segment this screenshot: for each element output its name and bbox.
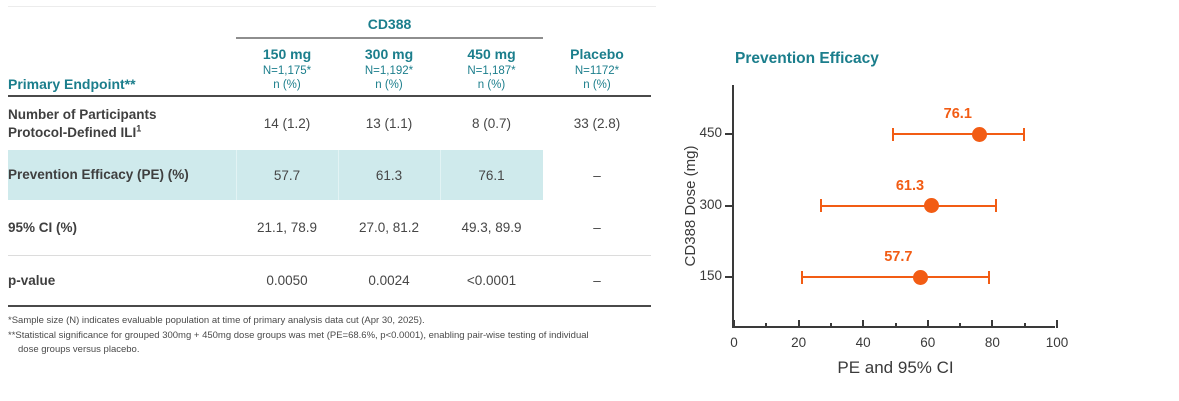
ci-cap-low [820,199,823,212]
ci-cap-high [987,270,990,284]
y-tick-label: 150 [699,268,722,283]
ci-cap-low [892,127,895,141]
forest-plot-panel: Prevention Efficacy CD388 Dose (mg) PE a… [660,8,1175,398]
pe-point [972,126,988,142]
x-minor-tick [829,323,832,328]
table-cell: 14 (1.2) [263,116,311,132]
x-tick [797,320,800,328]
ci-cap-high [995,199,998,212]
footnotes: *Sample size (N) indicates evaluable pop… [8,307,608,357]
x-tick-label: 80 [984,335,1000,350]
pe-value-label: 57.7 [884,249,913,265]
y-tick [725,204,733,207]
participants-label: Number of Participants Protocol-Defined … [8,106,157,140]
x-tick-label: 60 [920,335,936,350]
ci-cap-high [1023,127,1026,141]
row-label-ci: 95% CI (%) [8,219,78,235]
row-label-prevention-efficacy: Prevention Efficacy (PE) (%) [8,150,236,201]
dose-label: 150 mg [262,46,312,62]
table-cell: – [593,167,601,183]
x-tick-label: 20 [791,335,807,350]
sample-size: N=1,175* [262,64,312,77]
footnote-marker-1: 1 [136,123,142,134]
chart-title: Prevention Efficacy [735,50,879,67]
x-axis-title: PE and 95% CI [837,358,954,377]
pe-value-label: 76.1 [943,106,972,122]
dose-label: Placebo [570,46,624,62]
placebo-header-spacer [543,7,651,39]
x-tick-label: 100 [1045,335,1069,350]
row-label-participants: Number of Participants Protocol-Defined … [8,97,236,150]
x-minor-tick [1023,323,1026,328]
column-header-300mg: 300 mg N=1,192* n (%) [338,39,440,98]
table-cell: – [593,220,601,236]
sample-size: N=1,187* [467,64,516,77]
column-header-150mg: 150 mg N=1,175* n (%) [236,39,338,98]
dose-label: 300 mg [364,46,414,62]
unit-label: n (%) [583,78,611,91]
column-header-450mg: 450 mg N=1,187* n (%) [440,39,543,98]
x-minor-tick [894,323,897,328]
pe-value-label: 61.3 [895,177,925,194]
y-tick [725,276,733,278]
table-cell-highlight: 76.1 [440,150,543,201]
column-header-placebo: Placebo N=1172* n (%) [543,39,651,98]
unit-label: n (%) [477,78,506,91]
table-cell: 33 (2.8) [573,116,621,132]
table-cell: – [543,255,651,308]
x-minor-tick [959,323,962,328]
x-tick [862,320,865,328]
y-tick-label: 300 [699,196,722,212]
x-tick [926,320,929,328]
table-cell: 49.3, 89.9 [461,220,522,236]
x-minor-tick [765,323,768,328]
results-table-panel: CD388 Primary Endpoint** 150 mg N=1,175*… [8,6,656,357]
x-tick [733,320,735,328]
x-tick-label: 0 [730,335,738,350]
table-cell: <0.0001 [440,255,543,308]
row-header-primary-endpoint: Primary Endpoint** [8,39,236,98]
pe-point [912,269,928,285]
row-label-pvalue: p-value [8,255,236,308]
table-cell: 13 (1.1) [365,116,413,132]
table-cell-highlight: 57.7 [236,150,338,201]
y-tick [725,133,733,135]
footnote-sample-size: *Sample size (N) indicates evaluable pop… [8,315,425,327]
table-cell: 27.0, 81.2 [358,220,420,236]
y-tick-label: 450 [699,125,722,140]
unit-label: n (%) [273,78,301,91]
x-tick-label: 40 [855,335,871,350]
table-cell: 0.0024 [338,255,440,308]
pe-point [924,198,940,213]
ci-bar [893,133,1025,135]
table-cell: 8 (0.7) [471,116,512,132]
plot-area: CD388 Dose (mg) PE and 95% CI 450 300 150 0… [682,85,1068,377]
footnote-significance: **Statistical significance for grouped 3… [8,329,589,355]
x-tick [991,320,994,328]
table-cell: 0.0050 [236,255,338,308]
table-cell-highlight: 61.3 [338,150,440,201]
table-corner-spacer [8,7,236,39]
unit-label: n (%) [375,78,403,91]
sample-size: N=1,192* [364,64,414,77]
dose-label: 450 mg [467,46,516,62]
group-header-cd388: CD388 [236,7,543,39]
x-tick [1056,320,1058,328]
ci-bar [821,204,997,207]
sample-size: N=1172* [574,64,620,77]
ci-bar [802,276,989,278]
ci-cap-low [801,270,804,284]
table-cell: 21.1, 78.9 [256,220,318,236]
results-table: CD388 Primary Endpoint** 150 mg N=1,175*… [8,6,656,308]
